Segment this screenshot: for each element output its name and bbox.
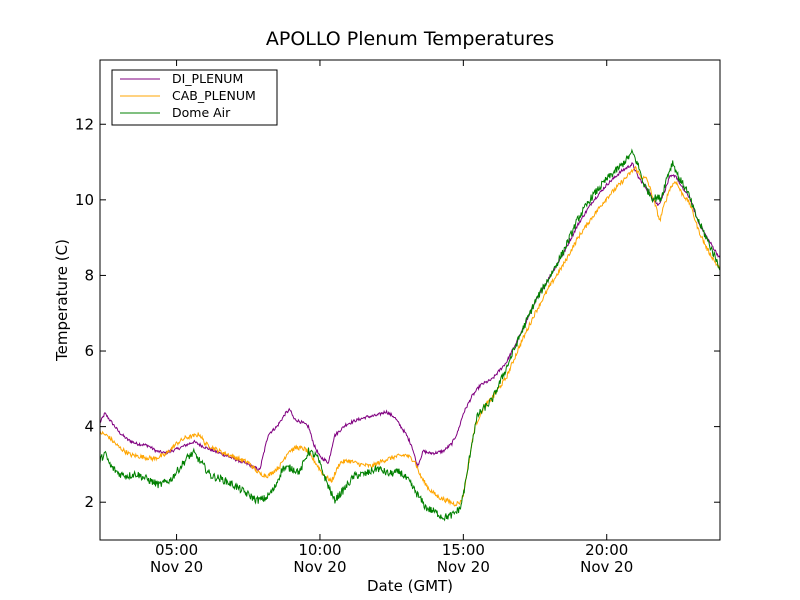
y-tick-label-1: 4 — [84, 418, 94, 436]
series-line-2 — [99, 148, 721, 522]
x-tick-label-0: 05:00 — [155, 541, 198, 559]
x-tick-label-1: 10:00 — [298, 541, 341, 559]
x-tick-sublabel-3: Nov 20 — [580, 558, 633, 576]
chart-title: APOLLO Plenum Temperatures — [266, 28, 554, 50]
series-line-1 — [99, 165, 721, 507]
legend-label-1: CAB_PLENUM — [172, 88, 256, 103]
plot-frame — [99, 59, 721, 541]
y-tick-label-0: 2 — [84, 493, 94, 511]
x-tick-sublabel-2: Nov 20 — [437, 558, 490, 576]
legend-label-0: DI_PLENUM — [172, 71, 243, 86]
y-tick-label-2: 6 — [84, 342, 94, 360]
legend-label-2: Dome Air — [172, 105, 231, 120]
x-axis-label: Date (GMT) — [367, 577, 453, 595]
series-line-0 — [99, 162, 721, 471]
x-tick-label-3: 20:00 — [585, 541, 628, 559]
x-tick-sublabel-1: Nov 20 — [293, 558, 346, 576]
x-tick-sublabel-0: Nov 20 — [150, 558, 203, 576]
y-tick-label-4: 10 — [75, 191, 94, 209]
y-tick-label-3: 8 — [84, 266, 94, 284]
y-axis-label: Temperature (C) — [53, 239, 71, 362]
series-layer — [99, 148, 721, 522]
x-tick-label-2: 15:00 — [442, 541, 485, 559]
y-tick-label-5: 12 — [75, 115, 94, 133]
legend: DI_PLENUM CAB_PLENUM Dome Air — [111, 69, 278, 126]
